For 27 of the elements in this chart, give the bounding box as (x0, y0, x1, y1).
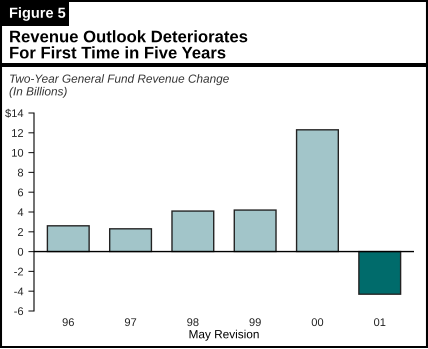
x-tick-label: 00 (312, 318, 324, 326)
y-tick-label: 8 (18, 168, 24, 177)
bar (358, 250, 402, 295)
bar (296, 129, 340, 252)
y-tick-label: 10 (12, 148, 24, 157)
y-tick-label: 2 (18, 228, 24, 236)
bar (234, 209, 277, 252)
x-tick-label: 96 (62, 318, 74, 326)
y-tick-label: 0 (18, 248, 24, 256)
x-tick-label: 97 (124, 318, 136, 326)
y-tick-label: -2 (14, 268, 24, 276)
caption: Figure 5 (10, 7, 66, 21)
y-tick-label: 4 (18, 208, 24, 216)
bar (171, 210, 214, 252)
y-tick-label: 6 (18, 188, 24, 196)
bar (46, 225, 90, 252)
x-tick-label: 99 (249, 318, 261, 326)
y-tick-label: -6 (14, 307, 24, 316)
x-tick-label: 01 (374, 318, 386, 326)
x-axis-title: May Revision (190, 330, 259, 341)
chart-title: Revenue Outlook Deteriorates For First Time in Five Years (10, 30, 248, 59)
y-tick-label: 12 (12, 129, 24, 137)
x-tick-label: 98 (187, 318, 199, 326)
y-axis-title: Two-Year General Fund Revenue Change (In Billions) (10, 74, 229, 98)
y-tick-label: -4 (14, 288, 24, 296)
y-tick-label: $14 (5, 108, 24, 118)
bar (108, 228, 152, 252)
